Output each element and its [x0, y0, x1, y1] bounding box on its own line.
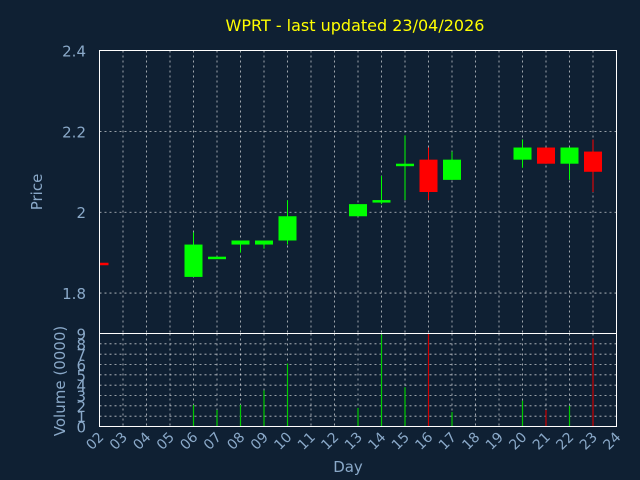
volume-tick-label: 6 [76, 357, 86, 375]
candle [184, 232, 203, 277]
candle [584, 139, 602, 192]
volume-tick-label: 7 [76, 346, 86, 364]
candle [231, 240, 250, 253]
x-tick-label: 07 [201, 430, 225, 454]
x-tick-label: 23 [577, 430, 601, 454]
volume-bars [192, 333, 594, 427]
candlesticks [99, 135, 602, 277]
candle-body [208, 256, 226, 260]
price-axis-ticks: 1.8 2 2.2 2.4 [62, 43, 86, 304]
volume-tick-label: 8 [76, 336, 86, 354]
volume-tick-label: 2 [76, 398, 86, 416]
x-tick-label: 22 [553, 430, 577, 454]
volume-tick-label: 4 [76, 377, 86, 395]
chart-title: WPRT - last updated 23/04/2026 [226, 16, 485, 35]
volume-tick-label: 0 [76, 419, 86, 437]
x-tick-label: 09 [248, 430, 272, 454]
x-tick-label: 10 [271, 430, 295, 454]
x-tick-label: 18 [459, 430, 483, 454]
candle [537, 147, 555, 164]
candle [255, 240, 273, 249]
x-tick-label: 17 [436, 430, 460, 454]
x-tick-label: 12 [318, 430, 342, 454]
candle-body [184, 244, 203, 277]
x-tick-label: 14 [365, 429, 389, 453]
x-tick-label: 02 [83, 430, 107, 454]
price-tick-label: 2.4 [62, 43, 86, 61]
price-tick-label: 1.8 [62, 285, 86, 303]
candle [278, 200, 297, 245]
candle-body [419, 159, 438, 192]
price-tick-label: 2 [76, 204, 86, 222]
candle-body [255, 240, 273, 245]
candle-body [584, 151, 602, 172]
price-axis-label: Price [28, 174, 46, 211]
candle-body [537, 147, 555, 164]
x-tick-label: 03 [107, 430, 131, 454]
x-tick-label: 05 [154, 430, 178, 454]
candle-body [443, 159, 461, 180]
candle [208, 256, 226, 260]
volume-tick-label: 1 [76, 408, 86, 426]
x-tick-label: 13 [342, 430, 366, 454]
candle-body [231, 240, 250, 245]
candle [349, 204, 367, 217]
candle [396, 135, 414, 201]
x-tick-label: 04 [130, 429, 154, 453]
volume-axis-label: Volume (0000) [51, 326, 69, 436]
x-tick-label: 11 [295, 430, 319, 454]
candle-body [372, 200, 391, 203]
candle [560, 147, 579, 180]
candle-body [513, 147, 532, 160]
x-tick-label: 21 [530, 430, 554, 454]
x-tick-label: 19 [483, 430, 507, 454]
candle-body [560, 147, 579, 164]
candle-body [278, 216, 297, 241]
x-tick-label: 24 [600, 429, 624, 453]
x-tick-label: 08 [224, 430, 248, 454]
candle [372, 175, 391, 205]
candle-body [349, 204, 367, 217]
x-tick-label: 06 [177, 429, 201, 453]
x-tick-label: 20 [506, 430, 530, 454]
x-axis-ticks: 02 03 04 05 06 07 08 09 10 11 12 13 14 15 16 17 18 19 20 21… [83, 429, 624, 453]
candle-body [99, 262, 109, 266]
candle [419, 147, 438, 201]
price-grid [99, 50, 617, 334]
volume-panel-frame [99, 333, 617, 427]
x-tick-label: 15 [389, 430, 413, 454]
volume-tick-label: 9 [76, 326, 86, 344]
x-tick-label: 16 [412, 429, 436, 453]
candle-body [396, 163, 414, 167]
volume-tick-label: 3 [76, 388, 86, 406]
volume-tick-label: 5 [76, 367, 86, 385]
volume-grid [99, 333, 617, 427]
price-tick-label: 2.2 [62, 123, 86, 141]
x-axis-label: Day [333, 458, 363, 476]
candle [513, 139, 532, 168]
candle [443, 151, 461, 180]
candle [99, 262, 109, 266]
